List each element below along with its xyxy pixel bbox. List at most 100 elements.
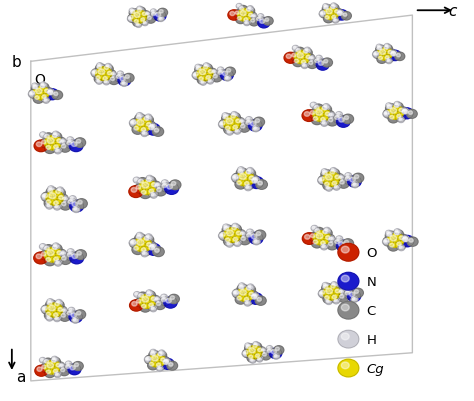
Circle shape xyxy=(313,240,318,244)
Circle shape xyxy=(139,294,156,309)
Circle shape xyxy=(108,72,111,76)
Circle shape xyxy=(246,287,251,290)
Circle shape xyxy=(76,140,81,144)
Circle shape xyxy=(332,296,337,299)
Circle shape xyxy=(141,248,146,252)
Circle shape xyxy=(193,75,196,77)
Circle shape xyxy=(98,65,100,67)
Circle shape xyxy=(240,121,243,123)
Circle shape xyxy=(256,232,261,236)
Circle shape xyxy=(335,116,339,120)
Circle shape xyxy=(47,90,54,95)
Circle shape xyxy=(324,6,326,8)
Circle shape xyxy=(322,245,325,248)
Circle shape xyxy=(145,234,152,240)
Circle shape xyxy=(146,176,153,182)
Circle shape xyxy=(67,312,72,315)
Circle shape xyxy=(387,106,392,109)
Circle shape xyxy=(55,317,57,319)
Circle shape xyxy=(62,309,64,312)
Circle shape xyxy=(147,291,150,293)
Circle shape xyxy=(243,296,254,305)
Circle shape xyxy=(52,144,63,154)
Circle shape xyxy=(135,293,137,295)
Circle shape xyxy=(345,177,350,181)
Circle shape xyxy=(136,23,142,28)
Circle shape xyxy=(158,350,165,356)
Circle shape xyxy=(241,125,245,129)
Circle shape xyxy=(142,305,146,308)
Circle shape xyxy=(233,126,237,130)
Circle shape xyxy=(57,188,64,193)
Circle shape xyxy=(328,242,333,246)
Circle shape xyxy=(199,78,203,81)
Circle shape xyxy=(335,176,339,179)
Circle shape xyxy=(142,13,146,16)
Circle shape xyxy=(385,104,396,113)
Circle shape xyxy=(246,168,254,174)
Circle shape xyxy=(310,234,315,238)
Circle shape xyxy=(54,316,60,322)
Circle shape xyxy=(219,122,225,128)
Circle shape xyxy=(318,176,329,185)
Circle shape xyxy=(247,175,259,184)
Circle shape xyxy=(110,78,115,81)
Circle shape xyxy=(46,370,51,374)
Circle shape xyxy=(46,89,59,101)
Circle shape xyxy=(246,229,254,235)
Circle shape xyxy=(169,363,173,366)
Circle shape xyxy=(324,8,339,20)
Circle shape xyxy=(304,112,310,117)
Circle shape xyxy=(28,92,35,97)
Circle shape xyxy=(335,290,340,293)
Circle shape xyxy=(242,349,253,358)
Circle shape xyxy=(323,284,326,286)
Circle shape xyxy=(203,66,208,70)
Circle shape xyxy=(246,9,250,12)
Circle shape xyxy=(28,90,39,99)
Circle shape xyxy=(211,74,222,83)
Circle shape xyxy=(226,242,233,247)
Circle shape xyxy=(218,68,224,73)
Circle shape xyxy=(55,249,66,259)
Circle shape xyxy=(70,366,75,370)
Circle shape xyxy=(54,93,58,96)
Circle shape xyxy=(324,228,330,233)
Circle shape xyxy=(152,13,155,17)
Circle shape xyxy=(253,342,259,347)
Circle shape xyxy=(134,13,140,18)
Circle shape xyxy=(129,240,136,246)
Circle shape xyxy=(340,181,344,184)
Circle shape xyxy=(374,54,376,56)
Circle shape xyxy=(230,225,241,235)
Circle shape xyxy=(311,239,322,248)
Circle shape xyxy=(333,185,340,191)
Circle shape xyxy=(53,243,60,249)
Circle shape xyxy=(45,248,62,262)
Circle shape xyxy=(253,294,255,296)
Circle shape xyxy=(294,48,305,57)
Circle shape xyxy=(275,347,279,350)
Circle shape xyxy=(74,363,79,367)
Circle shape xyxy=(292,46,299,52)
Circle shape xyxy=(265,348,275,356)
Circle shape xyxy=(261,349,264,351)
Circle shape xyxy=(75,250,86,260)
Circle shape xyxy=(146,16,155,24)
Circle shape xyxy=(150,125,153,127)
Circle shape xyxy=(331,169,334,171)
Circle shape xyxy=(52,368,62,377)
Circle shape xyxy=(286,55,292,59)
Circle shape xyxy=(351,297,358,303)
Circle shape xyxy=(383,110,394,119)
Circle shape xyxy=(164,359,167,361)
Circle shape xyxy=(155,362,165,371)
Circle shape xyxy=(46,258,51,262)
Circle shape xyxy=(62,203,66,206)
Circle shape xyxy=(253,127,259,132)
Circle shape xyxy=(37,367,42,371)
Circle shape xyxy=(224,228,241,243)
Circle shape xyxy=(397,242,401,246)
Circle shape xyxy=(232,113,235,115)
Circle shape xyxy=(97,64,103,69)
